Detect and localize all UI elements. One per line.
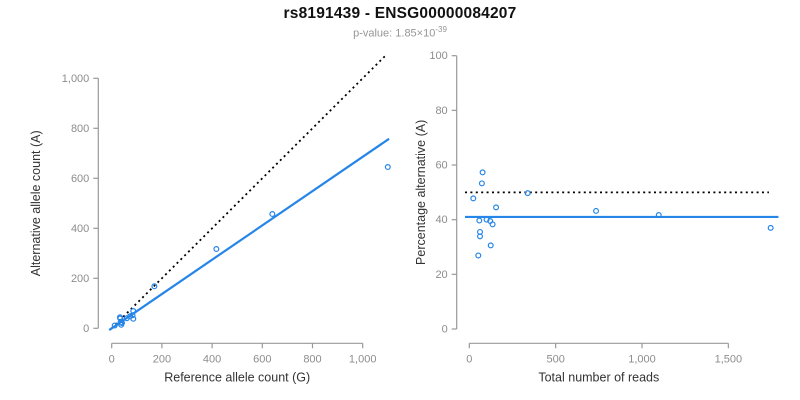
y-axis-title: Alternative allele count (A): [29, 130, 43, 276]
pvalue-text: p-value: 1.85×10: [353, 27, 436, 40]
y-tick-label: 1,000: [62, 73, 90, 85]
y-tick-label: 200: [71, 273, 89, 285]
y-tick-label: 400: [71, 223, 89, 235]
y-tick-label: 40: [435, 214, 447, 226]
x-tick-label: 0: [466, 353, 472, 365]
page-title: rs8191439 - ENSG00000084207: [283, 5, 517, 22]
right-scatter-percentage-reads: 0 500 1,000 1,500 Total number of reads 0 20 40…: [414, 50, 779, 384]
data-point: [476, 217, 483, 224]
x-axis-title: Reference allele count (G): [164, 370, 310, 384]
x-tick-label: 1,000: [349, 353, 377, 365]
data-point: [111, 322, 118, 329]
y-tick-label: 0: [442, 324, 448, 336]
y-tick-label: 100: [429, 50, 447, 62]
x-tick-label: 0: [109, 353, 115, 365]
y-tick-label: 800: [71, 123, 89, 135]
y-tick-label: 80: [435, 105, 447, 117]
data-point: [130, 315, 137, 322]
x-tick-label: 800: [303, 353, 321, 365]
y-tick-label: 0: [83, 323, 89, 335]
x-tick-label: 500: [546, 353, 564, 365]
data-point: [767, 224, 774, 231]
data-point: [524, 190, 531, 197]
plot-header: rs8191439 - ENSG00000084207 p-value: 1.8…: [0, 0, 800, 40]
data-point: [487, 242, 494, 249]
x-axis-title: Total number of reads: [538, 370, 659, 384]
x-tick-label: 200: [153, 353, 171, 365]
data-point: [655, 212, 662, 219]
left-scatter-allele-counts: 0 200 400 600 800 1,000 Reference allele count…: [29, 54, 391, 384]
data-point: [470, 195, 477, 202]
data-point: [478, 180, 485, 187]
data-point: [118, 320, 125, 327]
data-point: [475, 252, 482, 259]
y-tick-label: 600: [71, 173, 89, 185]
fit-line: [108, 137, 390, 331]
data-point: [593, 207, 600, 214]
data-point: [493, 204, 500, 211]
page-subtitle: p-value: 1.85×10-39: [0, 25, 800, 40]
charts-row: 0 200 400 600 800 1,000 Reference allele count…: [0, 45, 800, 400]
y-tick-label: 60: [435, 160, 447, 172]
data-point: [384, 164, 391, 171]
data-point: [483, 216, 490, 223]
data-point: [489, 221, 496, 228]
x-tick-label: 1,500: [715, 353, 743, 365]
data-point: [269, 211, 276, 218]
data-point: [130, 308, 137, 315]
data-point: [151, 283, 158, 290]
y-axis-title: Percentage alternative (A): [414, 120, 428, 265]
data-point: [479, 169, 486, 176]
data-point: [213, 246, 220, 253]
x-tick-label: 400: [203, 353, 221, 365]
data-point: [477, 233, 484, 240]
x-tick-label: 1,000: [628, 353, 656, 365]
pvalue-exponent: -39: [435, 25, 447, 34]
x-tick-label: 600: [253, 353, 271, 365]
y-tick-label: 20: [435, 269, 447, 281]
